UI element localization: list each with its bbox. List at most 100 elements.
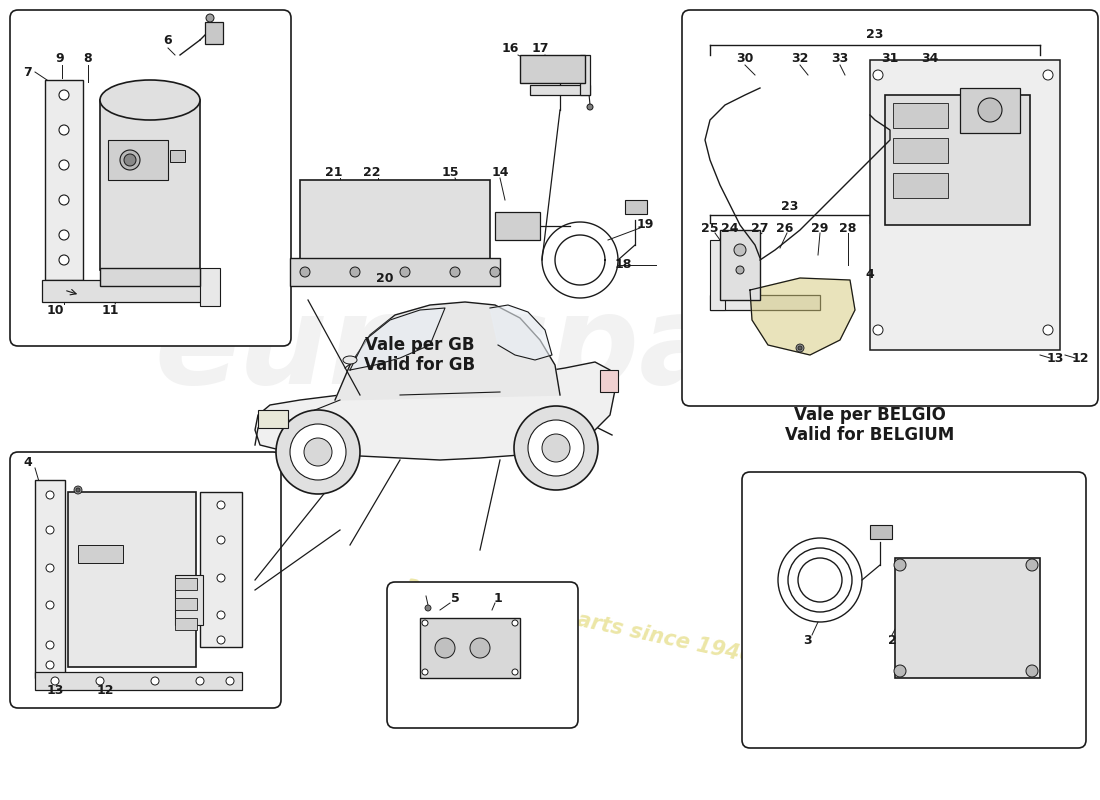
Circle shape [514,406,598,490]
Bar [100,100,200,270]
Bar [258,410,288,428]
Bar [175,598,197,610]
Text: eurospares: eurospares [155,290,945,410]
Bar [600,370,618,392]
Circle shape [96,677,104,685]
Bar [175,575,204,625]
Text: a passion for parts since 1946: a passion for parts since 1946 [405,574,756,666]
Text: 23: 23 [781,201,799,214]
Bar [42,280,217,302]
Bar [720,230,760,300]
Bar [290,258,500,286]
Text: 26: 26 [777,222,794,234]
Circle shape [76,488,80,492]
Text: 32: 32 [791,51,808,65]
Circle shape [46,564,54,572]
FancyBboxPatch shape [742,472,1086,748]
Bar [68,492,196,667]
Text: 6: 6 [164,34,173,46]
Circle shape [422,620,428,626]
Circle shape [51,677,59,685]
Bar [78,545,123,563]
Text: Vale per BELGIO
Valid for BELGIUM: Vale per BELGIO Valid for BELGIUM [785,406,955,444]
Text: 8: 8 [84,51,92,65]
Text: 14: 14 [492,166,508,178]
Circle shape [425,605,431,611]
FancyBboxPatch shape [387,582,578,728]
Circle shape [217,501,226,509]
Circle shape [796,344,804,352]
Circle shape [304,438,332,466]
Text: 5: 5 [451,591,460,605]
Text: 2: 2 [888,634,896,646]
Circle shape [1026,559,1038,571]
Text: 21: 21 [326,166,343,178]
Text: 13: 13 [1046,351,1064,365]
Circle shape [542,434,570,462]
Bar [175,618,197,630]
Bar [870,525,892,539]
Text: 15: 15 [441,166,459,178]
Circle shape [1043,325,1053,335]
Bar [893,138,948,163]
Text: 23: 23 [867,29,883,42]
Circle shape [1043,70,1053,80]
Polygon shape [750,278,855,355]
Ellipse shape [343,356,358,364]
Polygon shape [490,305,552,360]
Circle shape [59,160,69,170]
Bar [170,150,185,162]
Text: 18: 18 [614,258,631,271]
Circle shape [290,424,346,480]
Text: 33: 33 [832,51,848,65]
Text: 10: 10 [46,303,64,317]
Circle shape [873,70,883,80]
Bar [495,212,540,240]
Text: 34: 34 [922,51,938,65]
Bar [200,268,220,306]
Bar [205,22,223,44]
Circle shape [206,14,214,22]
Text: 3: 3 [804,634,812,646]
Circle shape [512,669,518,675]
Bar [520,55,585,83]
Bar [893,173,948,198]
Circle shape [734,244,746,256]
Text: 12: 12 [1071,351,1089,365]
Text: 4: 4 [23,455,32,469]
Circle shape [470,638,490,658]
Circle shape [434,638,455,658]
Text: 13: 13 [46,683,64,697]
Circle shape [400,267,410,277]
Bar [35,672,242,690]
Bar [100,268,200,286]
Circle shape [798,346,802,350]
Bar [175,578,197,590]
Bar [300,180,490,260]
Text: 25: 25 [702,222,718,234]
Circle shape [873,325,883,335]
Polygon shape [255,362,615,460]
Circle shape [59,195,69,205]
Circle shape [46,641,54,649]
Bar [710,295,820,310]
FancyBboxPatch shape [682,10,1098,406]
Circle shape [894,559,906,571]
Bar [870,60,1060,350]
Circle shape [528,420,584,476]
Bar [960,88,1020,133]
Text: 11: 11 [101,303,119,317]
Circle shape [276,410,360,494]
Text: 7: 7 [23,66,32,78]
Circle shape [59,255,69,265]
Bar [45,80,82,280]
Bar [108,140,168,180]
Text: 12: 12 [97,683,113,697]
Circle shape [59,125,69,135]
Circle shape [217,636,226,644]
Bar [200,492,242,647]
Circle shape [59,230,69,240]
Bar [710,240,725,310]
Bar [35,480,65,678]
Circle shape [490,267,500,277]
